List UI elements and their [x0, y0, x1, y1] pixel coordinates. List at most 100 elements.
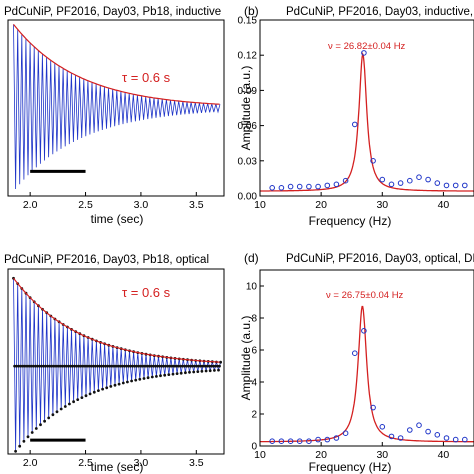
- panel-c-title: PdCuNiP, PF2016, Day03, Pb18, optical: [4, 254, 209, 266]
- panel-d-y-label: Amplitude (a.u.): [239, 316, 253, 401]
- panel-c-data-point: [75, 364, 79, 368]
- panel-c-data-point: [172, 364, 176, 368]
- panel-b-data-point: [388, 181, 395, 188]
- panel-c-data-point: [38, 364, 41, 368]
- panel-d-data-point: [352, 350, 358, 357]
- panel-c-envelope-fit: [13, 277, 220, 363]
- panel-c-x-tick-label: 3.0: [134, 457, 149, 469]
- panel-c-data-point: [96, 364, 99, 368]
- panel-c-data-point: [143, 364, 147, 368]
- panel-c-data-point: [60, 364, 64, 368]
- panel-c-data-point: [195, 364, 199, 368]
- panel-c-x-tick-label: 3.5: [189, 457, 204, 469]
- panel-d-y-axis: 0 2 4 6 8 10: [246, 282, 264, 453]
- panel-c-data-point: [110, 364, 114, 368]
- panel-c-data-point: [54, 364, 58, 368]
- panel-a-x-axis: 2.0 2.5 3.0 3.5: [23, 192, 204, 211]
- panel-c-data-point: [72, 400, 75, 404]
- panel-d-title: PdCuNiP, PF2016, Day03, optical, DFT: [286, 253, 474, 265]
- panel-d-data-point: [407, 427, 413, 433]
- panel-c-data-point: [203, 364, 207, 368]
- panel-c-data-point: [120, 364, 124, 368]
- panel-c-data-point: [50, 364, 54, 368]
- panel-c-data-point: [135, 364, 139, 368]
- panel-d-data-point: [333, 435, 340, 441]
- panel-c-data-point: [216, 364, 219, 368]
- panel-c-data-point: [71, 364, 74, 368]
- panel-c-data-point: [84, 394, 88, 398]
- panel-a-title: PdCuNiP, PF2016, Day03, Pb18, inductive: [4, 6, 221, 18]
- panel-c-data-point: [164, 364, 168, 368]
- panel-d-y-tick-label: 4: [251, 378, 257, 389]
- panel-d-x-tick-label: 20: [315, 449, 327, 461]
- panel-d-x-label: Frequency (Hz): [309, 460, 392, 474]
- panel-c-data-point: [73, 364, 76, 368]
- panel-c-data-point: [64, 364, 68, 368]
- panel-b-data-point: [425, 176, 431, 183]
- panel-c-data-point: [114, 364, 118, 368]
- panel-c-data-point: [163, 373, 167, 377]
- panel-c-data-point: [213, 369, 216, 372]
- panel-c-data-point: [193, 364, 197, 368]
- panel-c-data-point: [42, 364, 45, 368]
- panel-b-y-tick-label: 0.06: [238, 121, 258, 132]
- panel-d-freq-annotation: ν = 26.75±0.04 Hz: [326, 290, 404, 301]
- panel-c-x-label: time (sec): [91, 460, 144, 474]
- panel-b-y-tick-label: 0.09: [238, 86, 258, 97]
- panel-c-data-point: [142, 377, 146, 380]
- panel-c-data-point: [192, 370, 196, 374]
- panel-a-oscillation-line: [13, 24, 221, 190]
- panel-c-data-point: [196, 370, 200, 373]
- panel-c-data-point: [204, 369, 208, 373]
- panel-c-data-point: [108, 364, 112, 368]
- panel-b-data-point: [452, 182, 459, 189]
- panel-c-data-point: [92, 390, 96, 394]
- panel-c-data-point: [13, 364, 16, 368]
- panel-b-data-point: [462, 182, 468, 189]
- panel-c-data-point: [200, 369, 204, 373]
- panel-b-axes-frame: [259, 19, 474, 197]
- panel-c-data-point: [208, 369, 212, 373]
- panel-c-data-point: [184, 371, 187, 375]
- panel-b-data-point: [397, 180, 404, 186]
- panel-d-data-point: [361, 328, 367, 334]
- panel-b-y-tick-label: 0.03: [238, 156, 258, 167]
- panel-b-y-axis: 0.00 0.03 0.06 0.09 0.12 0.15: [238, 16, 264, 203]
- panel-c-data-point: [51, 413, 55, 417]
- panel-b-x-tick-label: 10: [254, 199, 266, 211]
- panel-b-data-point: [407, 177, 413, 184]
- panel-c-optical-time: PdCuNiP, PF2016, Day03, Pb18, optical 2.…: [4, 254, 225, 474]
- panel-b-lorentzian-fit: [260, 51, 474, 192]
- panel-d-data-point: [443, 435, 450, 441]
- panel-c-data-point: [44, 364, 47, 368]
- panel-b-data-point: [379, 176, 386, 183]
- panel-c-data-point: [171, 372, 175, 376]
- panel-c-data-point: [59, 407, 63, 411]
- panel-b-data-point: [296, 183, 303, 190]
- panel-c-oscillation-line: [13, 278, 221, 452]
- panel-c-data-point: [56, 364, 60, 368]
- panel-b-data-point: [342, 177, 349, 184]
- panel-c-data-point: [58, 364, 62, 368]
- panel-c-data-point: [155, 375, 158, 378]
- panel-d-data-point: [397, 435, 404, 441]
- panel-c-data-point: [93, 364, 97, 368]
- panel-c-data-point: [126, 380, 129, 384]
- panel-c-data-point: [88, 392, 92, 396]
- panel-c-data-point: [76, 398, 80, 401]
- panel-c-data-point: [62, 364, 66, 368]
- panel-c-data-point: [17, 364, 21, 368]
- panel-b-data-point: [278, 185, 285, 191]
- panel-c-data-point: [187, 364, 190, 368]
- panel-d-lorentzian-fit: [259, 305, 474, 443]
- panel-c-data-point: [179, 371, 183, 375]
- panel-c-data-point: [168, 364, 172, 368]
- panel-d-axes-frame: [259, 269, 474, 447]
- panel-b-y-tick-label: 0.12: [238, 51, 258, 62]
- panel-b-data-point: [361, 50, 367, 56]
- panel-c-data-point: [25, 364, 29, 368]
- panel-a-inductive-time: PdCuNiP, PF2016, Day03, Pb18, inductive …: [4, 6, 225, 226]
- panel-c-data-point: [134, 378, 138, 382]
- panel-c-data-point: [97, 389, 100, 392]
- panel-b-x-tick-label: 20: [315, 199, 327, 211]
